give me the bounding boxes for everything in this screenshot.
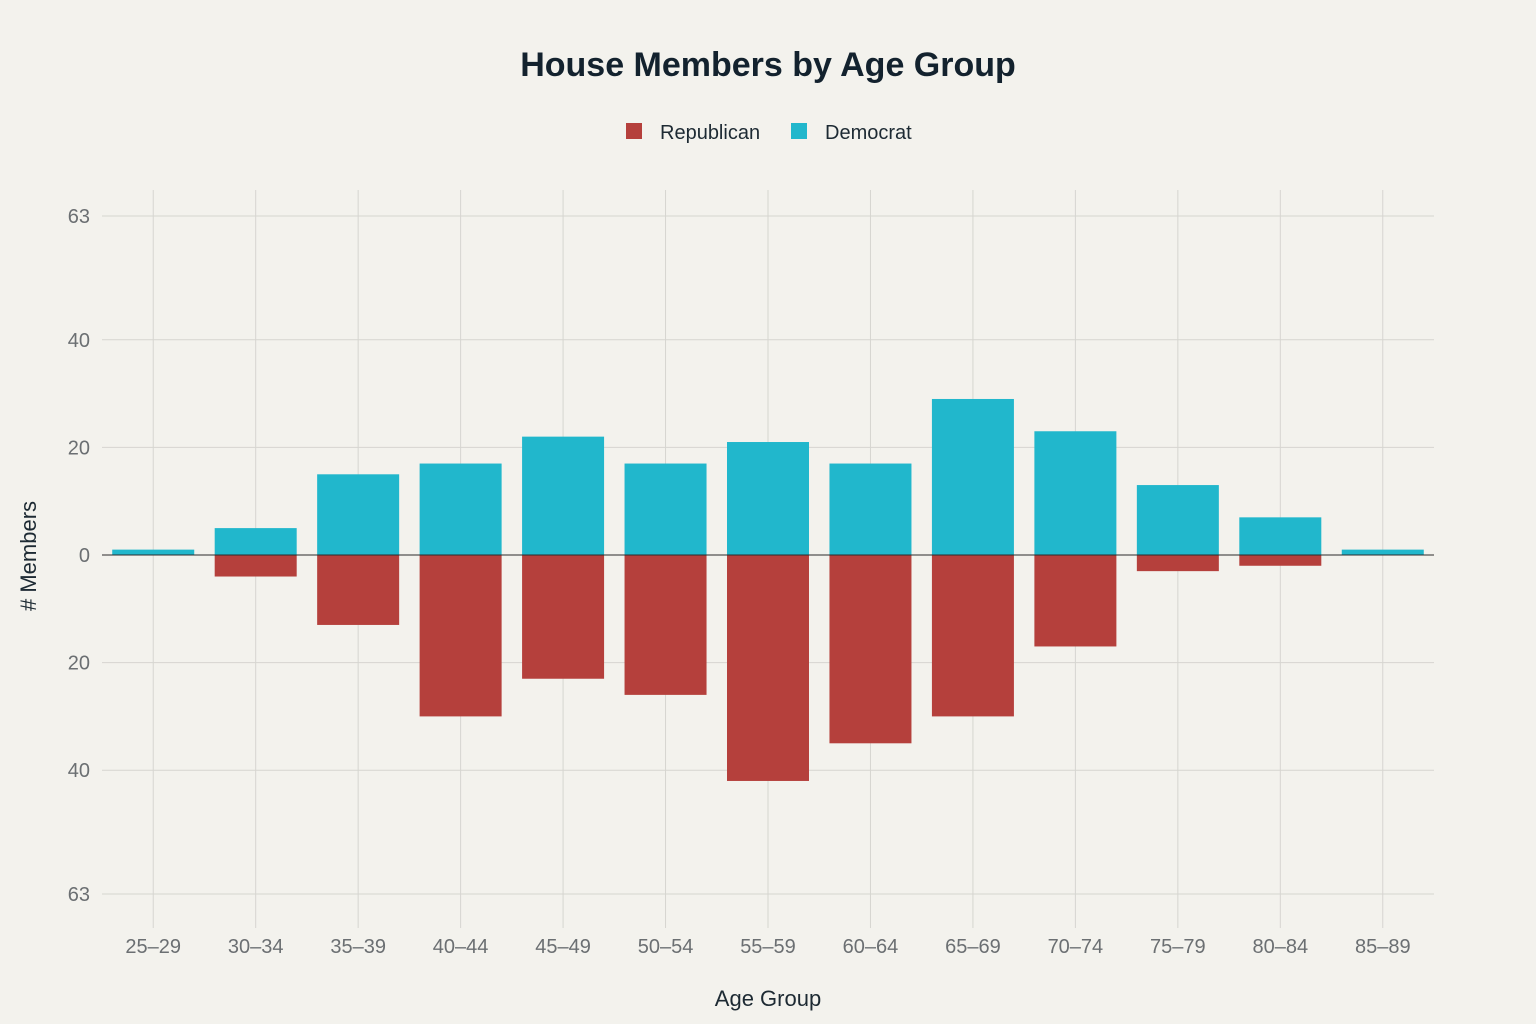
bar-republican xyxy=(214,555,297,577)
y-axis-title: # Members xyxy=(16,501,41,611)
legend-swatch-republican xyxy=(626,123,642,139)
bar-republican xyxy=(624,555,707,695)
x-tick-label: 65–69 xyxy=(945,936,1001,958)
x-tick-label: 60–64 xyxy=(843,936,899,958)
legend-label-republican: Republican xyxy=(660,122,760,144)
y-tick-label: 20 xyxy=(68,437,90,459)
y-tick-label: 40 xyxy=(68,330,90,352)
x-tick-label: 75–79 xyxy=(1150,936,1206,958)
bar-democrat xyxy=(624,463,707,555)
bar-republican xyxy=(1239,555,1322,566)
bar-democrat xyxy=(419,463,502,555)
bar-republican xyxy=(317,555,400,625)
x-tick-label: 85–89 xyxy=(1355,936,1411,958)
bar-democrat xyxy=(931,398,1014,555)
bar-republican xyxy=(1136,555,1219,572)
x-tick-label: 45–49 xyxy=(535,936,591,958)
x-tick-label: 35–39 xyxy=(330,936,386,958)
bar-democrat xyxy=(1034,431,1117,555)
y-tick-label: 63 xyxy=(68,884,90,906)
chart-title: House Members by Age Group xyxy=(520,46,1016,84)
y-tick-label: 63 xyxy=(68,206,90,228)
bar-democrat xyxy=(112,549,195,555)
bar-democrat xyxy=(1341,549,1424,555)
x-tick-label: 70–74 xyxy=(1048,936,1104,958)
x-tick-label: 55–59 xyxy=(740,936,796,958)
x-tick-label: 30–34 xyxy=(228,936,284,958)
bars xyxy=(112,398,1424,781)
legend-label-democrat: Democrat xyxy=(825,122,912,144)
axes: 63 40 20 0 20 40 63 25–29 30–34 35–39 40–44 45–49 50… xyxy=(68,206,1434,958)
y-tick-label: 20 xyxy=(68,653,90,675)
bar-republican xyxy=(419,555,502,717)
bar-democrat xyxy=(522,436,605,555)
bar-republican xyxy=(1034,555,1117,647)
bar-democrat xyxy=(1239,517,1322,555)
bar-republican xyxy=(931,555,1014,717)
legend-swatch-democrat xyxy=(791,123,807,139)
x-axis-title: Age Group xyxy=(715,986,821,1011)
x-tick-label: 25–29 xyxy=(125,936,181,958)
bar-democrat xyxy=(317,474,400,555)
legend: Republican Democrat xyxy=(626,122,912,144)
x-tick-label: 80–84 xyxy=(1252,936,1308,958)
bar-republican xyxy=(522,555,605,679)
bar-democrat xyxy=(727,442,809,555)
bar-democrat xyxy=(1136,485,1219,555)
bar-republican xyxy=(829,555,912,744)
bar-republican xyxy=(727,555,809,781)
y-tick-label: 40 xyxy=(68,760,90,782)
bar-democrat xyxy=(829,463,912,555)
x-tick-label: 40–44 xyxy=(433,936,489,958)
y-tick-label: 0 xyxy=(79,545,90,567)
bar-democrat xyxy=(214,528,297,555)
x-tick-label: 50–54 xyxy=(638,936,694,958)
